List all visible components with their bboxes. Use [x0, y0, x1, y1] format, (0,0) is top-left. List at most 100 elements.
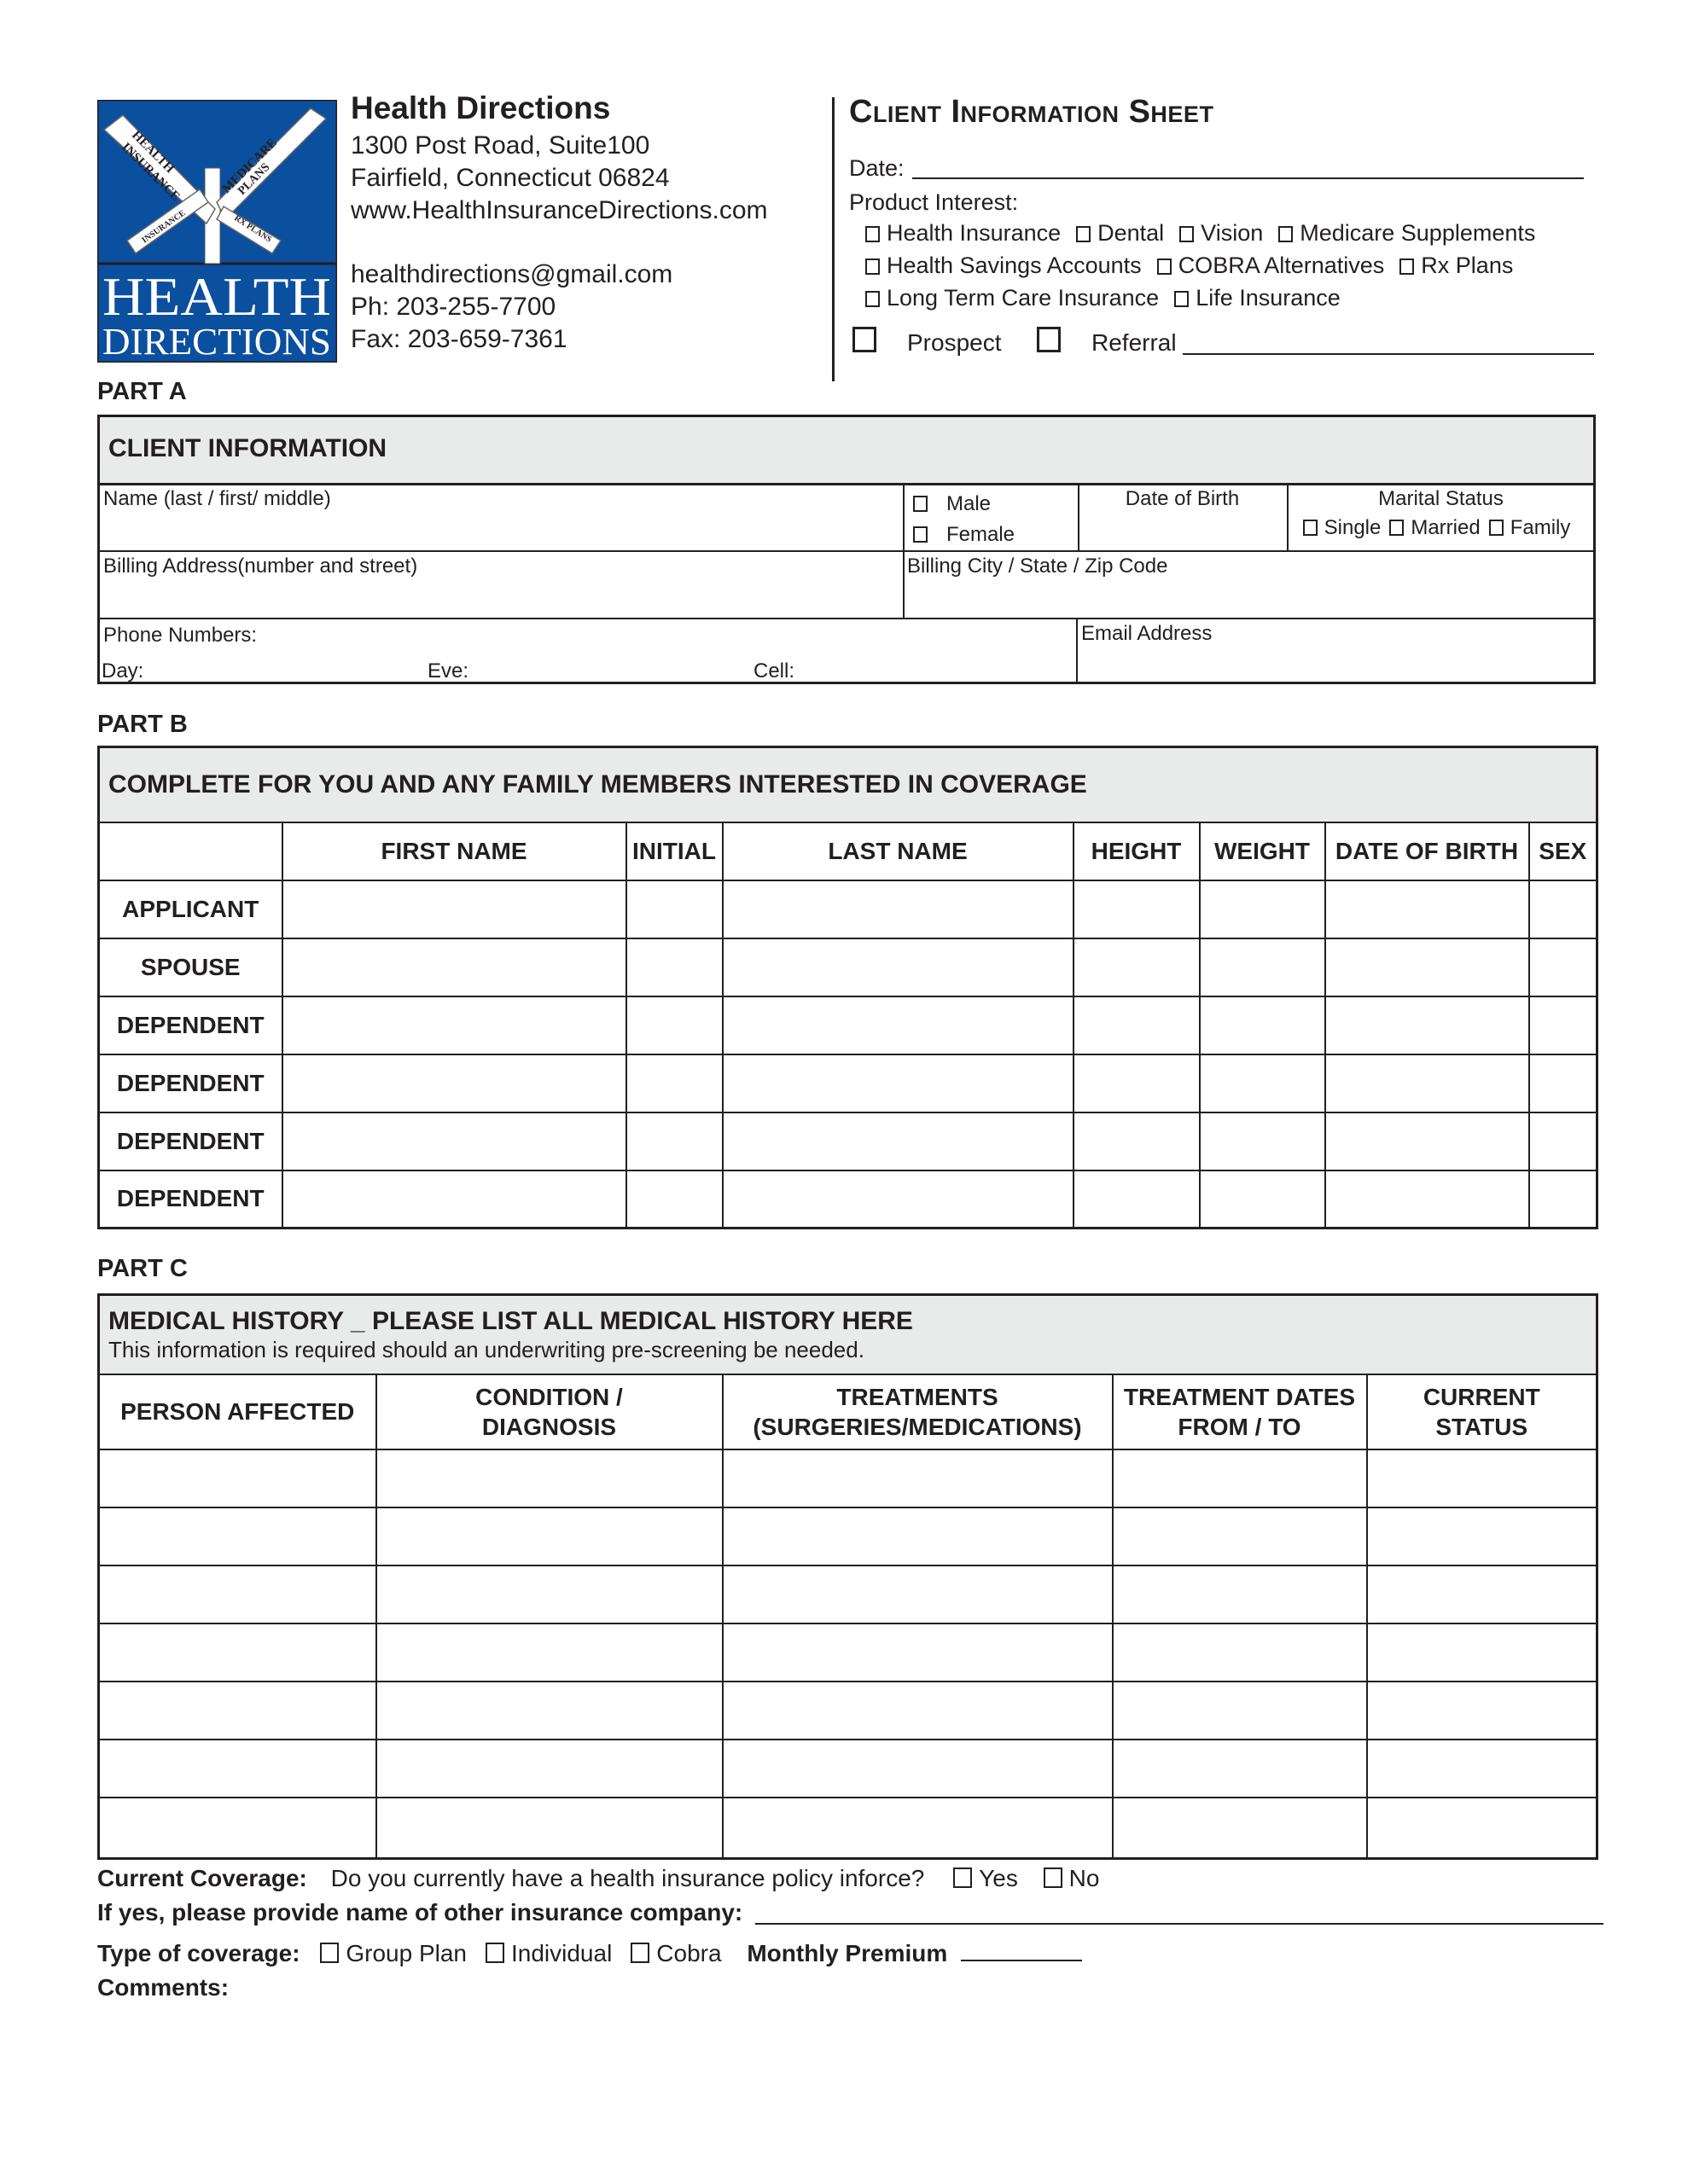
checkbox-icon[interactable] [1278, 226, 1294, 242]
cell-sex[interactable] [1527, 1111, 1598, 1171]
cell-height[interactable] [1072, 937, 1201, 997]
male-checkbox[interactable] [913, 496, 928, 512]
cell-first-name[interactable] [281, 879, 627, 939]
checkbox-icon[interactable] [865, 291, 880, 307]
cell-person-affected[interactable] [97, 1680, 377, 1740]
cell-treatment-dates-from-to[interactable] [1111, 1448, 1368, 1508]
cell-last-name[interactable] [721, 995, 1074, 1055]
checkbox-icon[interactable] [485, 1943, 504, 1963]
cell-current-status[interactable] [1365, 1448, 1598, 1508]
referral-field[interactable] [1183, 353, 1594, 355]
cell-person-affected[interactable] [97, 1448, 377, 1508]
cell-current-status[interactable] [1365, 1622, 1598, 1682]
cell-sex[interactable] [1527, 1169, 1598, 1229]
checkbox-icon[interactable] [1156, 258, 1172, 275]
cell-height[interactable] [1072, 879, 1201, 939]
prospect-option[interactable]: Prospect [852, 327, 1002, 357]
product-option-cobra-alternatives[interactable]: COBRA Alternatives [1156, 253, 1384, 278]
cell-treatment-dates-from-to[interactable] [1111, 1680, 1368, 1740]
cell-current-status[interactable] [1365, 1796, 1598, 1860]
coverage-type-group-plan[interactable]: Group Plan [320, 1940, 467, 1966]
coverage-type-individual[interactable]: Individual [485, 1940, 612, 1966]
cell-condition-diagnosis[interactable] [375, 1738, 724, 1798]
cell-current-status[interactable] [1365, 1564, 1598, 1624]
cell-height[interactable] [1072, 1053, 1201, 1113]
cell-sex[interactable] [1527, 937, 1598, 997]
prospect-checkbox[interactable] [852, 327, 876, 352]
cell-person-affected[interactable] [97, 1564, 377, 1624]
checkbox-icon[interactable] [1174, 291, 1190, 307]
cell-height[interactable] [1072, 1111, 1201, 1171]
cell-first-name[interactable] [281, 995, 627, 1055]
yes-option[interactable]: Yes [953, 1865, 1018, 1891]
checkbox-icon[interactable] [320, 1943, 340, 1963]
cell-last-name[interactable] [721, 1053, 1074, 1113]
name-field[interactable]: Name (last / first/ middle) [103, 487, 901, 549]
cell-treatments-surgeries-medications[interactable] [721, 1564, 1114, 1624]
email-field[interactable]: Email Address [1081, 622, 1593, 682]
day-phone-field[interactable]: Day: [102, 659, 143, 683]
female-option[interactable]: Female [913, 523, 1015, 547]
cell-last-name[interactable] [721, 937, 1074, 997]
cell-date-of-birth[interactable] [1324, 1053, 1530, 1113]
yes-checkbox[interactable] [953, 1867, 973, 1888]
female-checkbox[interactable] [913, 526, 928, 543]
cell-initial[interactable] [625, 937, 724, 997]
checkbox-icon[interactable] [865, 258, 880, 275]
cell-treatments-surgeries-medications[interactable] [721, 1506, 1114, 1566]
monthly-premium-field[interactable] [961, 1960, 1083, 1961]
cell-sex[interactable] [1527, 995, 1598, 1055]
date-field[interactable] [912, 177, 1584, 179]
cell-first-name[interactable] [281, 1053, 627, 1113]
cell-sex[interactable] [1527, 1053, 1598, 1113]
cell-initial[interactable] [625, 879, 724, 939]
cell-weight[interactable] [1198, 995, 1326, 1055]
billing-address-field[interactable]: Billing Address(number and street) [103, 555, 901, 616]
checkbox-icon[interactable] [631, 1943, 650, 1963]
cell-last-name[interactable] [721, 1169, 1074, 1229]
cell-date-of-birth[interactable] [1324, 879, 1530, 939]
marital-option-single[interactable]: Single [1302, 516, 1381, 539]
cell-first-name[interactable] [281, 1111, 627, 1171]
checkbox-icon[interactable] [865, 226, 880, 242]
checkbox-icon[interactable] [1302, 520, 1318, 536]
cell-sex[interactable] [1527, 879, 1598, 939]
cell-phone-field[interactable]: Cell: [753, 659, 794, 683]
coverage-type-cobra[interactable]: Cobra [631, 1940, 722, 1966]
cell-initial[interactable] [625, 995, 724, 1055]
company-email[interactable]: healthdirections@gmail.com [351, 260, 673, 288]
product-option-health-savings-accounts[interactable]: Health Savings Accounts [865, 253, 1142, 278]
other-company-field[interactable] [755, 1923, 1603, 1925]
cell-weight[interactable] [1198, 1053, 1326, 1113]
cell-date-of-birth[interactable] [1324, 937, 1530, 997]
cell-current-status[interactable] [1365, 1738, 1598, 1798]
dob-field[interactable]: Date of Birth [1078, 487, 1287, 511]
cell-date-of-birth[interactable] [1324, 1169, 1530, 1229]
cell-treatment-dates-from-to[interactable] [1111, 1796, 1368, 1860]
product-option-vision[interactable]: Vision [1179, 220, 1263, 246]
cell-weight[interactable] [1198, 1169, 1326, 1229]
cell-last-name[interactable] [721, 879, 1074, 939]
cell-date-of-birth[interactable] [1324, 1111, 1530, 1171]
cell-treatments-surgeries-medications[interactable] [721, 1680, 1114, 1740]
marital-option-married[interactable]: Married [1389, 516, 1481, 539]
cell-condition-diagnosis[interactable] [375, 1564, 724, 1624]
cell-person-affected[interactable] [97, 1622, 377, 1682]
product-option-medicare-supplements[interactable]: Medicare Supplements [1278, 220, 1535, 246]
cell-condition-diagnosis[interactable] [375, 1506, 724, 1566]
cell-treatments-surgeries-medications[interactable] [721, 1448, 1114, 1508]
cell-condition-diagnosis[interactable] [375, 1622, 724, 1682]
referral-checkbox[interactable] [1037, 327, 1061, 352]
cell-condition-diagnosis[interactable] [375, 1448, 724, 1508]
cell-weight[interactable] [1198, 879, 1326, 939]
cell-initial[interactable] [625, 1169, 724, 1229]
no-checkbox[interactable] [1043, 1867, 1062, 1888]
cell-treatment-dates-from-to[interactable] [1111, 1564, 1368, 1624]
checkbox-icon[interactable] [1076, 226, 1091, 242]
cell-current-status[interactable] [1365, 1506, 1598, 1566]
cell-treatment-dates-from-to[interactable] [1111, 1506, 1368, 1566]
cell-date-of-birth[interactable] [1324, 995, 1530, 1055]
cell-initial[interactable] [625, 1111, 724, 1171]
cell-height[interactable] [1072, 1169, 1201, 1229]
cell-first-name[interactable] [281, 1169, 627, 1229]
